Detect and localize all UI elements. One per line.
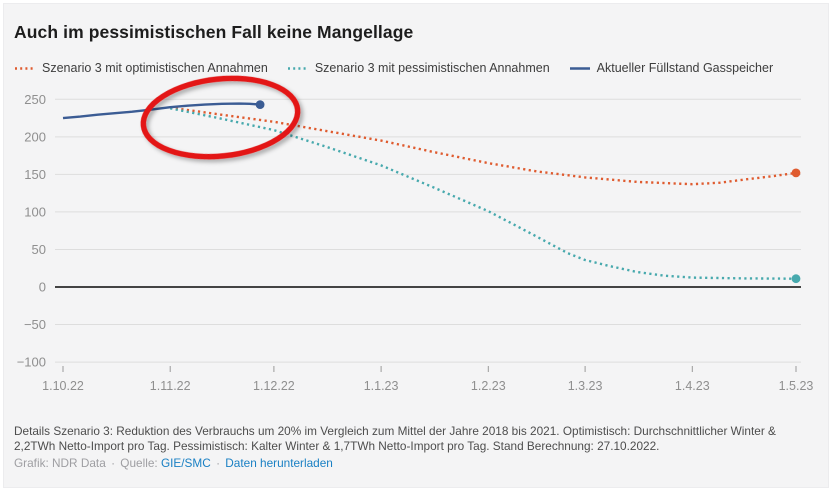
legend-item-optimistic: Szenario 3 mit optimistischen Annahmen <box>14 61 268 75</box>
y-axis-label: 0 <box>39 280 46 295</box>
legend-item-pessimistic: Szenario 3 mit pessimistischen Annahmen <box>287 61 550 75</box>
source-label: Quelle: <box>120 456 158 470</box>
credit-text: Grafik: NDR Data <box>14 456 106 470</box>
separator: · <box>111 456 115 470</box>
x-axis-label: 1.2.23 <box>471 379 506 393</box>
axis-layer: 250 200 150 100 50 0 −50 −100 1.10.22 1.11.22 1.12… <box>17 92 814 393</box>
y-axis-label: −100 <box>17 355 46 370</box>
legend-swatch-solid-icon <box>569 66 590 70</box>
y-axis-label: 50 <box>32 242 46 257</box>
annotation-ellipse <box>140 75 301 160</box>
x-axis-label: 1.3.23 <box>568 379 603 393</box>
legend-label: Aktueller Füllstand Gasspeicher <box>596 61 774 75</box>
chart-notes: Details Szenario 3: Reduktion des Verbra… <box>14 424 776 453</box>
y-axis-label: 150 <box>24 167 46 182</box>
x-axis-label: 1.12.22 <box>253 379 295 393</box>
series-endpoint-dot-szenario3-optimistisch <box>791 168 801 178</box>
series-line-szenario3-optimistisch <box>170 106 797 186</box>
grid-layer <box>55 98 801 363</box>
annotation-layer <box>140 75 301 160</box>
series-layer <box>62 100 801 284</box>
y-axis-label: 250 <box>24 92 46 107</box>
x-axis-label: 1.10.22 <box>42 379 84 393</box>
chart-title: Auch im pessimistischen Fall keine Mange… <box>14 22 414 42</box>
legend: Szenario 3 mit optimistischen Annahmen S… <box>14 61 773 75</box>
download-link[interactable]: Daten herunterladen <box>225 456 333 470</box>
chart-background <box>3 3 829 488</box>
legend-item-actual: Aktueller Füllstand Gasspeicher <box>569 61 773 75</box>
y-axis-label: 200 <box>24 129 46 144</box>
series-endpoint-dot-aktueller-fuellstand <box>255 100 265 109</box>
x-axis-label: 1.1.23 <box>364 379 399 393</box>
y-axis-label: −50 <box>24 317 46 332</box>
legend-label: Szenario 3 mit pessimistischen Annahmen <box>314 61 550 75</box>
source-link[interactable]: GIE/SMC <box>160 456 211 470</box>
y-axis-label: 100 <box>24 204 46 219</box>
series-line-szenario3-pessimistisch <box>169 107 797 280</box>
chart-byline: Grafik: NDR Data · Quelle: GIE/SMC · Dat… <box>14 456 820 470</box>
series-endpoint-dot-szenario3-pessimistisch <box>791 274 801 284</box>
x-axis-label: 1.11.22 <box>150 379 191 393</box>
legend-swatch-dotted-icon <box>15 66 35 70</box>
series-line-aktueller-fuellstand <box>62 102 261 120</box>
x-axis-label: 1.5.23 <box>779 379 814 393</box>
x-axis-label: 1.4.23 <box>675 379 710 393</box>
separator: · <box>216 456 220 470</box>
legend-swatch-dotted-icon <box>287 66 308 70</box>
legend-label: Szenario 3 mit optimistischen Annahmen <box>42 61 268 75</box>
